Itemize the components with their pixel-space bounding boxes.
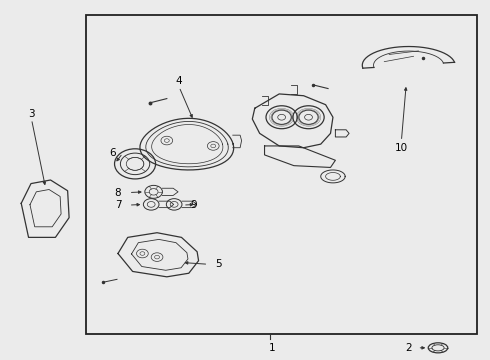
Text: 10: 10	[395, 143, 408, 153]
Text: 6: 6	[109, 148, 116, 158]
Text: 2: 2	[405, 343, 412, 353]
Text: 7: 7	[115, 200, 121, 210]
Bar	[86, 15, 477, 334]
Text: 9: 9	[191, 200, 197, 210]
Text: 4: 4	[176, 76, 182, 86]
Text: 3: 3	[28, 109, 35, 119]
Text: 5: 5	[215, 259, 221, 269]
Text: 1: 1	[269, 343, 275, 353]
Text: 8: 8	[115, 188, 121, 198]
